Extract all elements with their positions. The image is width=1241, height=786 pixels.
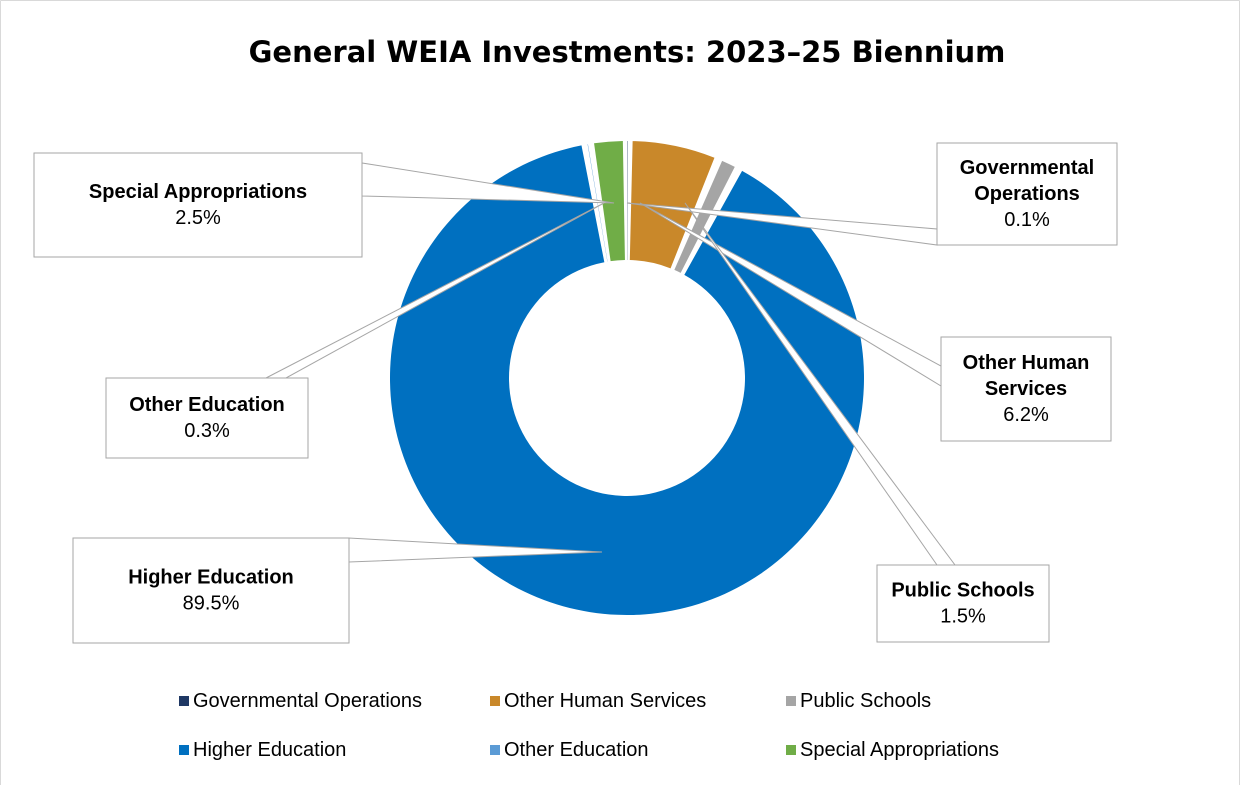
callout-governmental-operations: Governmental Operations 0.1% <box>936 142 1118 246</box>
legend-swatch-higher-education <box>179 745 189 755</box>
callout-name-special-appropriations: Special Appropriations <box>89 181 307 203</box>
slice-governmental-operations <box>627 141 628 261</box>
legend-swatch-governmental-operations <box>179 696 189 706</box>
legend-swatch-other-human-services <box>490 696 500 706</box>
legend-swatch-other-education <box>490 745 500 755</box>
callout-value-governmental-operations: 0.1% <box>1004 209 1050 231</box>
chart-title: General WEIA Investments: 2023–25 Bienni… <box>249 35 1006 69</box>
callout-other-education: Other Education 0.3% <box>105 377 309 459</box>
callout-labels: Governmental Operations 0.1% Other Human Ser… <box>33 142 1118 644</box>
callout-name-other-human-services: Services <box>985 378 1067 400</box>
callout-box-governmental-operations <box>936 142 1118 246</box>
callout-special-appropriations: Special Appropriations 2.5% <box>33 152 363 258</box>
legend-label-higher-education: Higher Education <box>193 739 346 761</box>
callout-higher-education: Higher Education 89.5% <box>72 537 350 644</box>
callout-name-other-education: Other Education <box>129 394 285 416</box>
callout-value-higher-education: 89.5% <box>183 593 240 615</box>
callout-value-special-appropriations: 2.5% <box>175 207 221 229</box>
slice-other-human-services <box>629 141 715 269</box>
callout-box-special-appropriations <box>33 152 363 258</box>
callout-value-other-human-services: 6.2% <box>1003 404 1049 426</box>
legend-swatch-special-appropriations <box>786 745 796 755</box>
callout-name-other-human-services: Other Human <box>963 352 1090 374</box>
callout-value-public-schools: 1.5% <box>940 606 986 628</box>
legend-label-governmental-operations: Governmental Operations <box>193 690 422 712</box>
callout-name-governmental-operations: Governmental <box>960 157 1094 179</box>
legend-label-other-education: Other Education <box>504 739 649 761</box>
callout-box-other-education <box>105 377 309 459</box>
callout-value-other-education: 0.3% <box>184 420 230 442</box>
callout-box-other-human-services <box>940 336 1112 442</box>
legend-label-public-schools: Public Schools <box>800 690 931 712</box>
callout-name-governmental-operations: Operations <box>974 183 1080 205</box>
callout-name-public-schools: Public Schools <box>891 580 1034 602</box>
callout-box-higher-education <box>72 537 350 644</box>
slice-special-appropriations <box>594 141 625 262</box>
callout-public-schools: Public Schools 1.5% <box>876 564 1050 643</box>
legend-label-other-human-services: Other Human Services <box>504 690 706 712</box>
leader-lines <box>265 162 956 566</box>
legend-swatch-public-schools <box>786 696 796 706</box>
legend-label-special-appropriations: Special Appropriations <box>800 739 999 761</box>
callout-box-public-schools <box>876 564 1050 643</box>
callout-name-higher-education: Higher Education <box>128 567 294 589</box>
slice-public-schools <box>674 160 735 273</box>
legend: Governmental Operations Other Human Servi… <box>179 690 999 761</box>
callout-other-human-services: Other Human Services 6.2% <box>940 336 1112 442</box>
